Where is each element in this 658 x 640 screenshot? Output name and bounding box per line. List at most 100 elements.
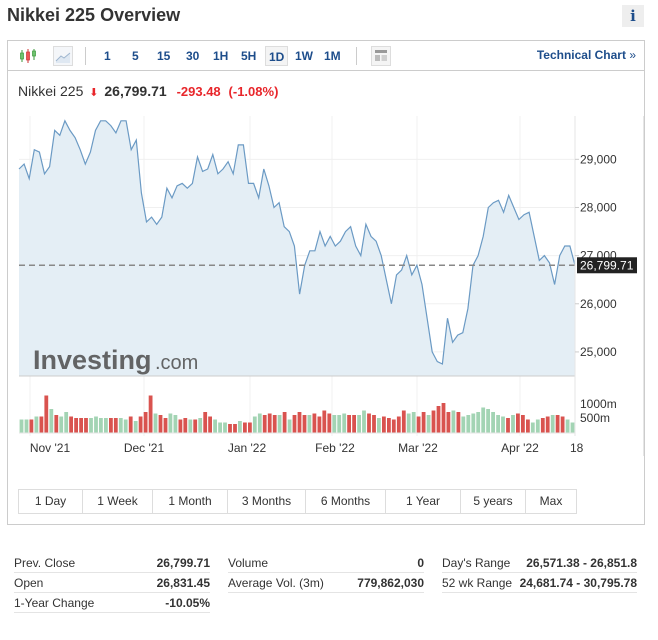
volume-bar — [302, 415, 307, 433]
volume-bar — [89, 418, 93, 433]
info-button[interactable]: i — [622, 5, 644, 27]
volume-bar — [506, 418, 510, 433]
volume-bar — [252, 416, 257, 433]
news-layout-icon[interactable] — [371, 46, 391, 66]
range-1-day[interactable]: 1 Day — [19, 490, 83, 513]
interval-1h[interactable]: 1H — [213, 49, 229, 63]
range-3-months[interactable]: 3 Months — [228, 490, 306, 513]
stat-row: Day's Range 26,571.38 - 26,851.8 — [442, 553, 637, 573]
interval-5[interactable]: 5 — [132, 49, 139, 63]
volume-bar — [158, 415, 163, 433]
volume-bar — [545, 416, 550, 433]
instrument-name: Nikkei 225 — [18, 83, 84, 99]
volume-bar — [382, 416, 386, 433]
volume-bar — [466, 415, 471, 433]
volume-bar — [74, 418, 78, 433]
volume-axis-tick: 1000m — [580, 397, 617, 411]
volume-bar — [451, 410, 456, 433]
range-6-months[interactable]: 6 Months — [306, 490, 386, 513]
price-line — [18, 119, 576, 365]
volume-bar — [277, 415, 282, 433]
volume-bar — [436, 406, 441, 433]
page-title: Nikkei 225 Overview — [7, 5, 181, 25]
stat-row: Prev. Close 26,799.71 — [14, 553, 210, 573]
stat-value: 24,681.74 - 30,795.78 — [519, 576, 637, 590]
volume-bar — [123, 419, 128, 433]
stat-label: 52 wk Range — [442, 576, 513, 590]
price-tag — [577, 257, 637, 274]
volume-bar — [550, 415, 555, 433]
price-chart[interactable]: Investing .com25,00026,00027,00028,00029,… — [8, 111, 644, 456]
volume-bar — [357, 415, 361, 433]
volume-bar — [521, 415, 525, 433]
interval-15[interactable]: 15 — [157, 49, 171, 63]
volume-bar — [322, 410, 327, 433]
volume-bar — [257, 413, 262, 433]
y-axis-tick: 28,000 — [580, 200, 617, 214]
x-axis-tick: Nov '21 — [30, 441, 71, 455]
volume-bar — [496, 415, 500, 433]
range-1-month[interactable]: 1 Month — [153, 490, 228, 513]
volume-bar — [267, 413, 272, 433]
x-axis-tick: Dec '21 — [124, 441, 165, 455]
volume-bar — [317, 416, 322, 433]
stat-value: 26,571.38 - 26,851.8 — [526, 556, 637, 570]
volume-bar — [332, 415, 337, 433]
interval-1w[interactable]: 1W — [295, 49, 313, 63]
volume-bar — [446, 412, 451, 433]
volume-bar — [416, 416, 421, 433]
volume-bar — [540, 418, 545, 433]
volume-bar — [233, 424, 237, 433]
interval-1d[interactable]: 1D — [265, 46, 289, 66]
volume-bar — [208, 416, 212, 433]
candlestick-chart-icon[interactable] — [18, 46, 38, 66]
volume-bar — [481, 407, 486, 433]
volume-bar — [297, 412, 302, 433]
volume-bar — [327, 413, 332, 433]
interval-1[interactable]: 1 — [104, 49, 111, 63]
volume-bar — [347, 415, 351, 433]
volume-bar — [401, 410, 406, 433]
volume-bar — [396, 416, 401, 433]
area-chart-icon[interactable] — [53, 46, 73, 66]
technical-chart-link[interactable]: Technical Chart » — [537, 48, 636, 62]
volume-bar — [511, 415, 515, 433]
range-5-years[interactable]: 5 years — [461, 490, 526, 513]
investing-watermark: Investing — [33, 345, 152, 375]
volume-bar — [372, 415, 376, 433]
range-1-year[interactable]: 1 Year — [386, 490, 461, 513]
x-axis-tick: Mar '22 — [398, 441, 438, 455]
volume-bar — [34, 416, 39, 433]
volume-bar — [476, 412, 481, 433]
volume-bar — [535, 419, 540, 433]
volume-bar — [426, 415, 431, 433]
volume-bar — [441, 403, 446, 433]
volume-bar — [421, 412, 426, 433]
x-axis-tick: Apr '22 — [501, 441, 539, 455]
y-axis-tick: 29,000 — [580, 152, 617, 166]
volume-bar — [491, 412, 495, 433]
range-max[interactable]: Max — [539, 494, 563, 508]
interval-30[interactable]: 30 — [186, 49, 200, 63]
volume-bar — [282, 412, 287, 433]
interval-1m[interactable]: 1M — [324, 49, 341, 63]
range-1-week[interactable]: 1 Week — [83, 490, 153, 513]
interval-5h[interactable]: 5H — [241, 49, 257, 63]
volume-bar — [411, 412, 416, 433]
volume-axis-tick: 500m — [580, 411, 610, 425]
volume-bar — [104, 418, 108, 433]
last-price: 26,799.71 — [104, 83, 167, 99]
volume-bar — [69, 416, 73, 433]
volume-bar — [59, 416, 64, 433]
volume-bar — [471, 413, 476, 433]
volume-bar — [198, 418, 203, 433]
volume-bar — [272, 415, 277, 433]
stat-value: 0 — [417, 556, 424, 570]
toolbar-divider — [85, 47, 86, 65]
y-axis-tick: 25,000 — [580, 345, 617, 359]
volume-bar — [148, 395, 153, 433]
volume-bar — [570, 422, 575, 433]
volume-bar — [406, 413, 411, 433]
volume-bar — [560, 416, 565, 433]
stat-row: Average Vol. (3m) 779,862,030 — [228, 573, 424, 593]
